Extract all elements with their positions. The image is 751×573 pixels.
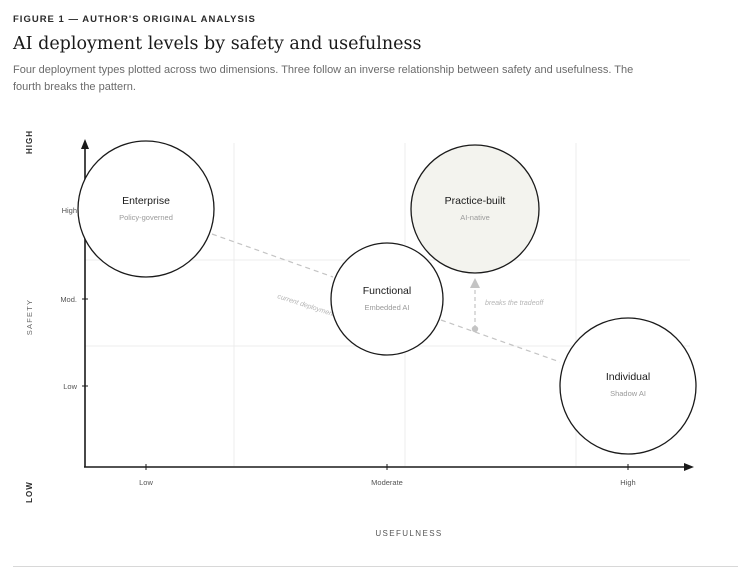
y-axis-high-label: HIGH (25, 130, 34, 154)
breaks-origin-dot (472, 326, 478, 332)
node-individual-circle (560, 318, 696, 454)
node-practice-built-circle (411, 145, 539, 273)
x-axis-arrow (684, 463, 694, 471)
x-tick-label-low: Low (139, 478, 153, 487)
node-functional-circle (331, 243, 443, 355)
node-enterprise-sub: Policy-governed (119, 213, 173, 222)
node-practice-built-label: Practice-built (445, 195, 506, 207)
y-axis-title: SAFETY (25, 299, 34, 335)
bottom-divider (13, 566, 738, 567)
y-axis-low-label: LOW (25, 481, 34, 503)
y-tick-label-low: Low (63, 382, 77, 391)
node-functional-label: Functional (363, 285, 411, 297)
node-practice-built-sub: AI-native (460, 213, 490, 222)
y-tick-label-mod: Mod. (60, 295, 77, 304)
y-axis-arrow (81, 139, 89, 149)
y-tick-label-high: High (62, 206, 77, 215)
node-functional-sub: Embedded AI (364, 303, 409, 312)
node-individual: Individual Shadow AI (560, 318, 696, 454)
trend-annotation: current deployment (276, 293, 336, 318)
node-enterprise-circle (78, 141, 214, 277)
breaks-arrow-head (470, 278, 480, 288)
node-functional: Functional Embedded AI (331, 243, 443, 355)
x-axis-title: USEFULNESS (375, 529, 442, 538)
node-enterprise: Enterprise Policy-governed (78, 141, 214, 277)
node-individual-sub: Shadow AI (610, 389, 646, 398)
x-tick-label-high: High (620, 478, 635, 487)
node-practice-built: Practice-built AI-native (411, 145, 539, 273)
node-enterprise-label: Enterprise (122, 195, 170, 207)
x-tick-label-moderate: Moderate (371, 478, 403, 487)
node-individual-label: Individual (606, 371, 650, 383)
breaks-annotation: breaks the tradeoff (485, 300, 544, 307)
